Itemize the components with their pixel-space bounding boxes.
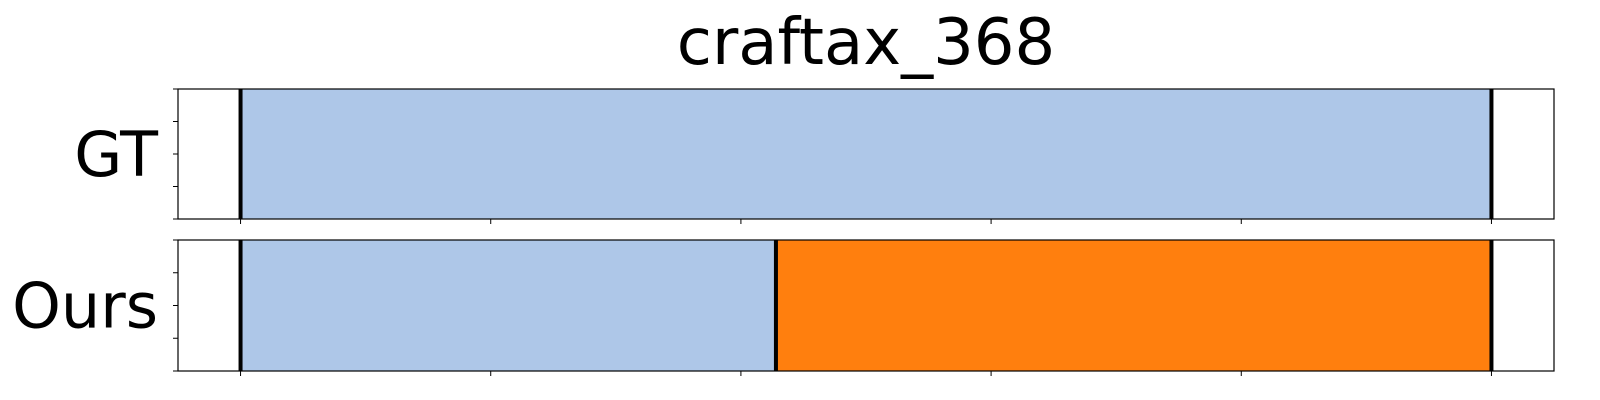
chart-title: craftax_368 [677,6,1055,80]
segment-ours-0 [240,240,776,371]
panels: GT Ours [12,88,1555,376]
segment-gt-0 [240,89,1492,219]
panel-ours: Ours [12,239,1555,376]
row-label-ours: Ours [12,270,158,343]
panel-gt: GT [74,88,1555,224]
segment-ours-1 [775,240,1492,371]
row-label-gt: GT [74,118,159,191]
